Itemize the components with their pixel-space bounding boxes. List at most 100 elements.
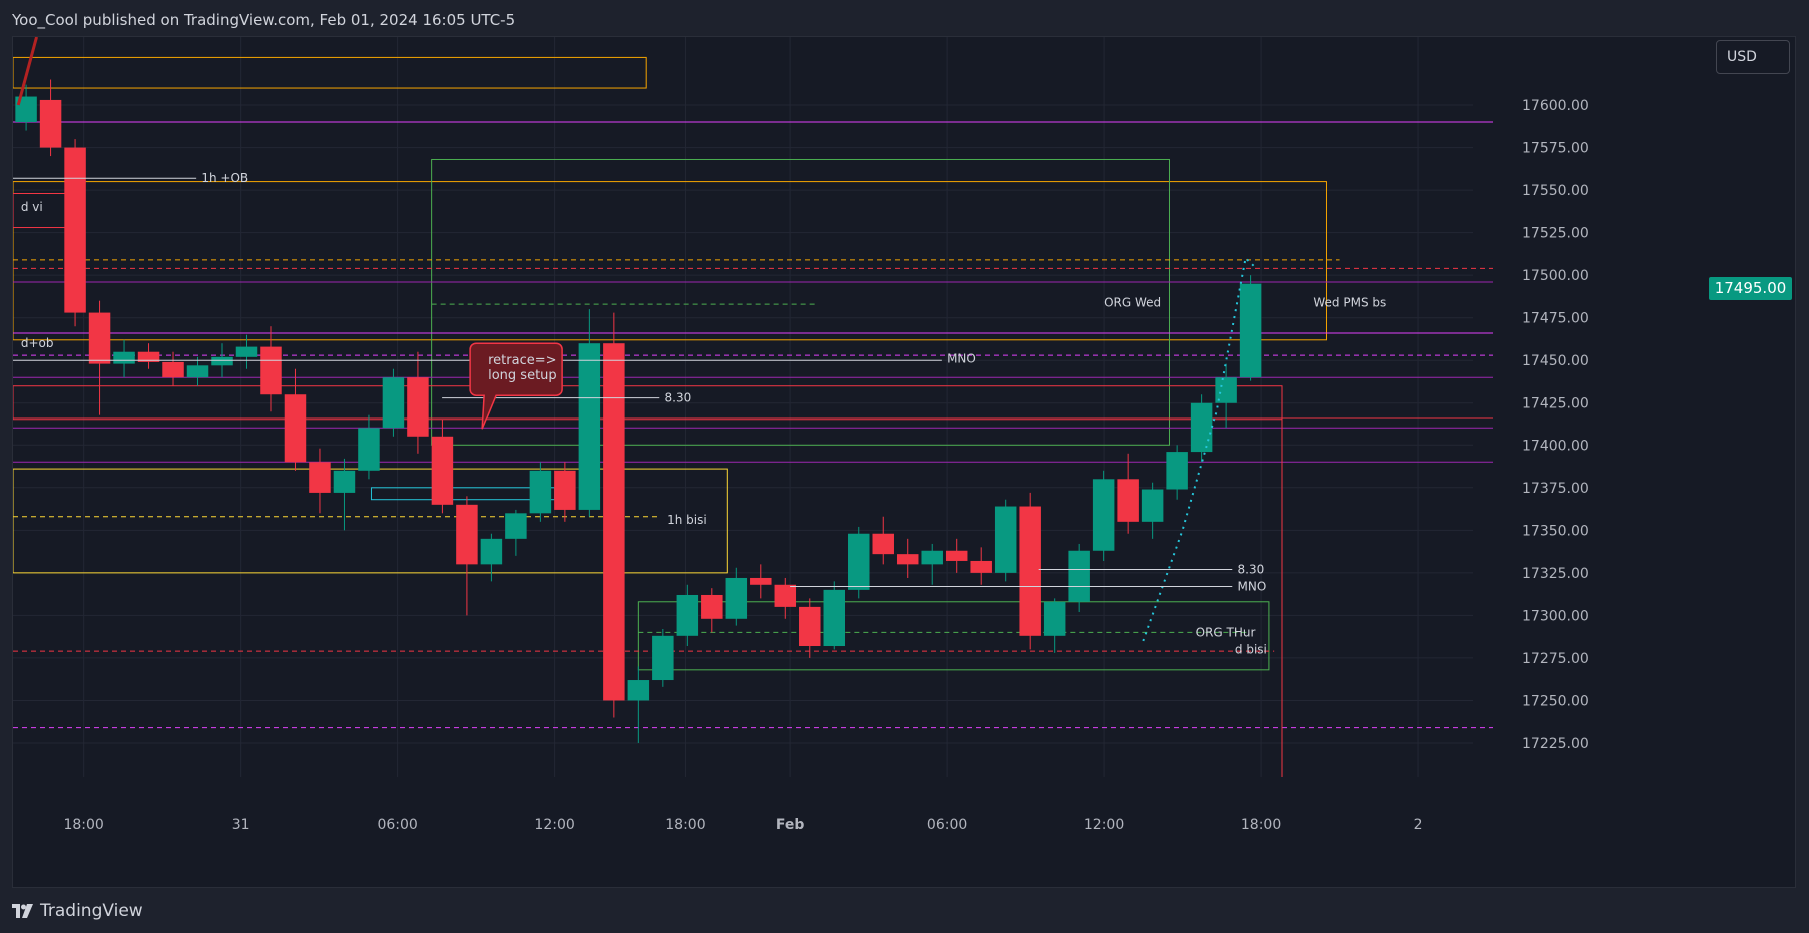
y-tick-label: 17500.00 (1522, 268, 1589, 284)
candle-body (994, 506, 1017, 573)
candle-body (970, 560, 992, 573)
candle-body (1117, 479, 1139, 522)
candle-body (64, 147, 86, 313)
callout-shape (469, 342, 563, 430)
candle-body (896, 554, 919, 565)
x-tick-label: 2 (1414, 817, 1423, 833)
candle-body (407, 377, 429, 437)
candle-body (725, 577, 748, 619)
y-tick-label: 17600.00 (1522, 98, 1589, 114)
candle-body (333, 470, 356, 493)
annotation-label: MNO (1238, 579, 1267, 593)
candle-body (505, 513, 527, 539)
candle-body (162, 361, 184, 378)
candle-body (480, 538, 503, 565)
x-tick-label: 06:00 (927, 817, 967, 833)
zone-boxes (13, 56, 1327, 671)
trend-line (16, 37, 38, 106)
candle-body (603, 343, 625, 701)
annotation-label: ORG THur (1196, 625, 1256, 639)
y-tick-label: 17375.00 (1522, 481, 1589, 497)
zone-box (370, 487, 556, 501)
candle-body (848, 533, 870, 590)
y-tick-label: 17575.00 (1522, 141, 1589, 157)
candle-body (382, 377, 405, 429)
candle-body (578, 343, 601, 510)
y-tick-label: 17425.00 (1522, 396, 1589, 412)
annotation-label: d+ob (21, 336, 54, 350)
candle-body (456, 504, 478, 565)
grid-lines (13, 37, 1473, 777)
candle-body (15, 96, 37, 123)
candle-body (431, 436, 454, 505)
candle-body (137, 351, 160, 362)
candle-body (872, 533, 894, 555)
annotation-label: d vi (21, 200, 43, 214)
y-tick-label: 17275.00 (1522, 651, 1589, 667)
candle-body (1141, 489, 1164, 522)
tradingview-footer[interactable]: TradingView (12, 898, 143, 924)
currency-label: USD (1727, 49, 1757, 65)
candle-body (1166, 452, 1188, 490)
publisher-header: Yoo_Cool published on TradingView.com, F… (0, 0, 1809, 36)
y-tick-label: 17400.00 (1522, 438, 1589, 454)
annotation-label: Wed PMS bs (1313, 295, 1386, 309)
x-tick-label: 06:00 (377, 817, 417, 833)
callout-line-1: retrace=> (488, 353, 556, 368)
brand-label: TradingView (40, 901, 143, 921)
candle-body (627, 680, 650, 701)
candle-body (1215, 377, 1237, 403)
candle-body (358, 428, 380, 471)
candle-body (1019, 506, 1041, 636)
candle-body (1068, 550, 1090, 602)
currency-selector[interactable]: USD (1716, 40, 1790, 74)
candle-body (39, 99, 62, 148)
candle-body (260, 346, 282, 395)
candle-body (676, 594, 699, 636)
y-tick-label: 17350.00 (1522, 523, 1589, 539)
annotation-label: 8.30 (665, 391, 692, 405)
candle-body (186, 365, 209, 378)
last-price-label: 17495.00 (1714, 279, 1787, 297)
callout-bubble: retrace=>long setup (469, 342, 563, 430)
annotation-label: 1h +OB (201, 171, 248, 185)
zone-box (13, 56, 647, 89)
candles (15, 37, 1262, 743)
candle-body (554, 470, 576, 510)
candle-body (823, 589, 846, 647)
zone-box (13, 181, 1327, 341)
candle-body (1239, 283, 1262, 378)
zone-box (431, 158, 1170, 446)
annotation-label: 8.30 (1238, 562, 1265, 576)
candle-body (701, 594, 723, 619)
candle-body (88, 312, 111, 364)
publisher-line: Yoo_Cool published on TradingView.com, F… (12, 11, 516, 29)
time-axis: 18:00 31 06:00 12:00 18:00 Feb 06:00 12:00 18:00… (63, 817, 1422, 833)
annotation-label: d bisi (1235, 642, 1267, 656)
candle-body (309, 462, 331, 493)
tradingview-logo-icon (12, 904, 34, 918)
candle-body (235, 346, 258, 357)
chart-area[interactable]: 1h +OB d vi d+ob MNO 8.30 1h bisi ORG Wed Wed P… (12, 36, 1796, 888)
candle-body (1092, 479, 1115, 551)
y-tick-label: 17300.00 (1522, 608, 1589, 624)
chart-canvas[interactable]: 1h +OB d vi d+ob MNO 8.30 1h bisi ORG Wed Wed P… (13, 37, 1795, 887)
candle-body (750, 577, 772, 585)
candle-body (284, 394, 307, 463)
x-tick-label: 18:00 (665, 817, 705, 833)
y-tick-label: 17225.00 (1522, 736, 1589, 752)
candle-body (1190, 402, 1213, 453)
candle-body (529, 470, 552, 514)
x-tick-label: Feb (776, 817, 805, 833)
candle-body (921, 550, 943, 565)
zone-box (637, 601, 1270, 671)
x-tick-label: 31 (232, 817, 250, 833)
y-tick-label: 17525.00 (1522, 226, 1589, 242)
candle-body (1043, 601, 1066, 636)
y-tick-label: 17550.00 (1522, 183, 1589, 199)
candle-body (945, 550, 968, 561)
annotation-label: 1h bisi (667, 513, 707, 527)
y-tick-label: 17450.00 (1522, 353, 1589, 369)
x-tick-label: 12:00 (534, 817, 574, 833)
x-tick-label: 18:00 (63, 817, 103, 833)
